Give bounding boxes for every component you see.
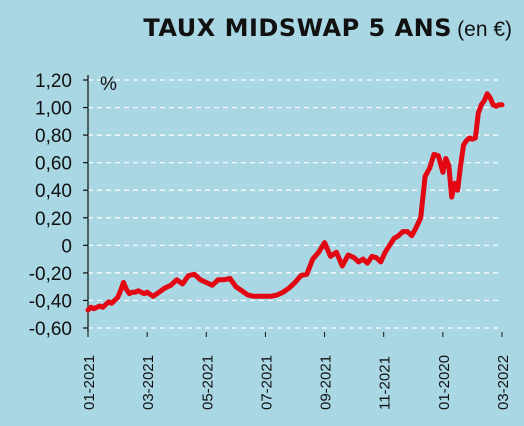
y-tick-label: -0,40 [29, 291, 72, 312]
x-tick-label: 07-2021 [258, 355, 275, 410]
y-tick-label: -0,20 [29, 264, 72, 285]
x-axis-ticks: 01-2021 03-2021 05-2021 07-2021 09-2021 11-20… [81, 332, 512, 410]
y-tick-label: 1,00 [35, 99, 72, 120]
chart-subtitle: (en €) [457, 18, 512, 41]
gridlines [88, 79, 502, 329]
chart-title-row: TAUX MIDSWAP 5 ANS (en €) [0, 14, 512, 42]
x-tick-label: 05-2021 [199, 355, 216, 410]
x-tick-label: 09-2021 [318, 355, 335, 410]
y-tick-label: 0,60 [35, 154, 72, 175]
y-axis-ticks: -0,60 -0,40 -0,20 0 0,20 0,40 0,60 0,80 1,00 1,20 [29, 71, 88, 340]
y-tick-label: -0,60 [29, 319, 72, 340]
y-tick-label: 0,80 [35, 126, 72, 147]
series-line-0 [85, 91, 505, 313]
y-tick-label: 0,20 [35, 209, 72, 230]
series-group [85, 91, 505, 313]
y-tick-label: 1,20 [35, 71, 72, 92]
x-tick-label: 03-2022 [495, 355, 512, 410]
y-tick-label: 0 [61, 236, 72, 257]
x-tick-label: 11-2021 [377, 356, 394, 410]
x-tick-label: 03-2021 [140, 355, 157, 410]
y-tick-label: 0,40 [35, 181, 72, 202]
chart-title: TAUX MIDSWAP 5 ANS [143, 14, 453, 42]
unit-label: % [100, 74, 117, 95]
x-tick-label: 01-2020 [436, 355, 453, 410]
x-tick-label: 01-2021 [81, 355, 98, 410]
